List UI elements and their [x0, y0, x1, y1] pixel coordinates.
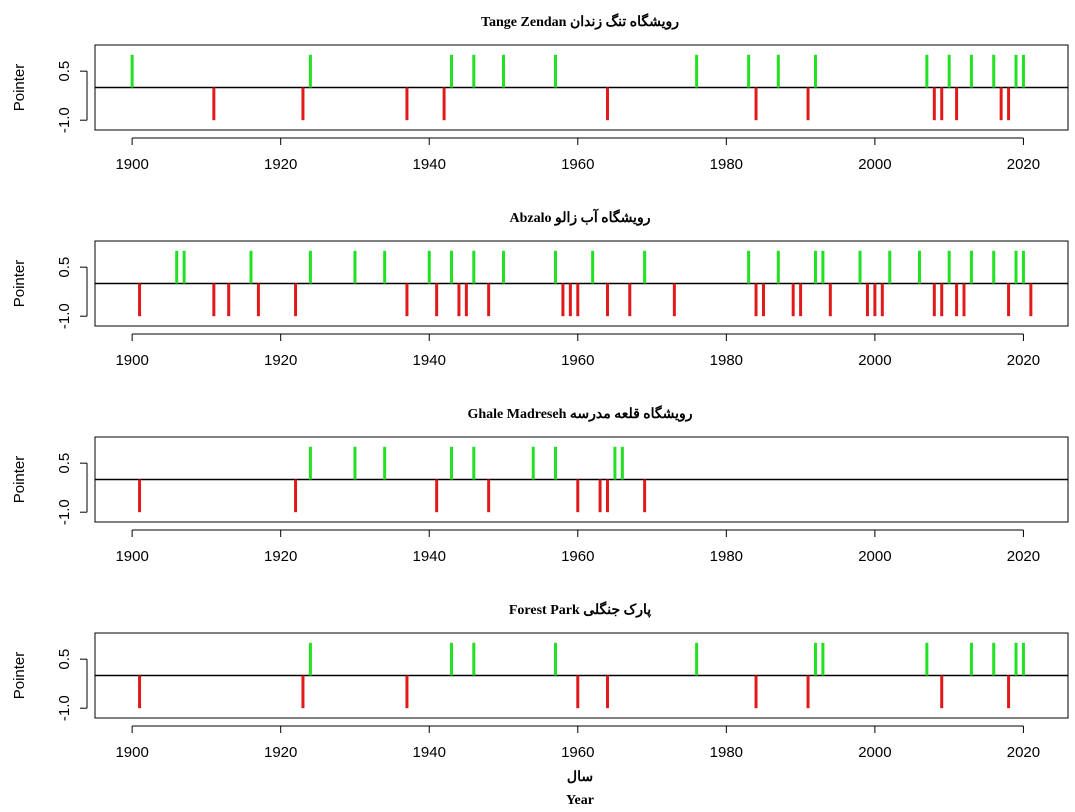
- y-tick-label: -1.0: [56, 303, 73, 329]
- panel-title: رویشگاه تنگ زندان Tange Zendan: [481, 13, 679, 30]
- x-tick-label: 1940: [413, 156, 446, 173]
- y-tick-label: -1.0: [56, 695, 73, 721]
- y-axis-label: Pointer: [11, 64, 28, 112]
- x-tick-label: 1980: [710, 548, 743, 565]
- y-tick-label: -1.0: [56, 499, 73, 525]
- x-tick-label: 2020: [1007, 352, 1040, 369]
- y-tick-label: 0.5: [56, 649, 73, 670]
- x-tick-label: 1960: [561, 156, 594, 173]
- x-tick-label: 1900: [115, 156, 148, 173]
- x-tick-label: 1900: [115, 744, 148, 761]
- x-tick-label: 2000: [858, 548, 891, 565]
- x-tick-label: 1940: [413, 744, 446, 761]
- x-tick-label: 2020: [1007, 156, 1040, 173]
- x-tick-label: 1980: [710, 352, 743, 369]
- x-tick-label: 1940: [413, 548, 446, 565]
- x-axis-label: Year: [566, 793, 594, 808]
- x-tick-label: 1900: [115, 352, 148, 369]
- x-tick-label: 1960: [561, 548, 594, 565]
- x-tick-label: 1960: [561, 352, 594, 369]
- x-tick-label: 1920: [264, 744, 297, 761]
- x-tick-label: 2000: [858, 156, 891, 173]
- y-tick-label: 0.5: [56, 257, 73, 278]
- x-tick-label: 2000: [858, 352, 891, 369]
- panel-title: رویشگاه آب زالو Abzalo: [510, 208, 651, 226]
- x-tick-label: 1980: [710, 156, 743, 173]
- x-tick-label: 1940: [413, 352, 446, 369]
- y-tick-label: -1.0: [56, 107, 73, 133]
- x-tick-label: 2020: [1007, 548, 1040, 565]
- panel-title: پارک جنگلی Forest Park: [509, 601, 651, 618]
- x-tick-label: 1920: [264, 156, 297, 173]
- x-tick-label: 1920: [264, 548, 297, 565]
- y-axis-label: Pointer: [11, 456, 28, 504]
- y-axis-label: Pointer: [11, 260, 28, 308]
- x-tick-label: 1980: [710, 744, 743, 761]
- y-tick-label: 0.5: [56, 61, 73, 82]
- y-tick-label: 0.5: [56, 453, 73, 474]
- x-tick-label: 1900: [115, 548, 148, 565]
- x-tick-label: 2020: [1007, 744, 1040, 761]
- x-axis-label: سال: [567, 770, 593, 785]
- x-tick-label: 2000: [858, 744, 891, 761]
- panel-title: رویشگاه قلعه مدرسه Ghale Madreseh: [467, 405, 692, 422]
- x-tick-label: 1920: [264, 352, 297, 369]
- x-tick-label: 1960: [561, 744, 594, 761]
- y-axis-label: Pointer: [11, 652, 28, 700]
